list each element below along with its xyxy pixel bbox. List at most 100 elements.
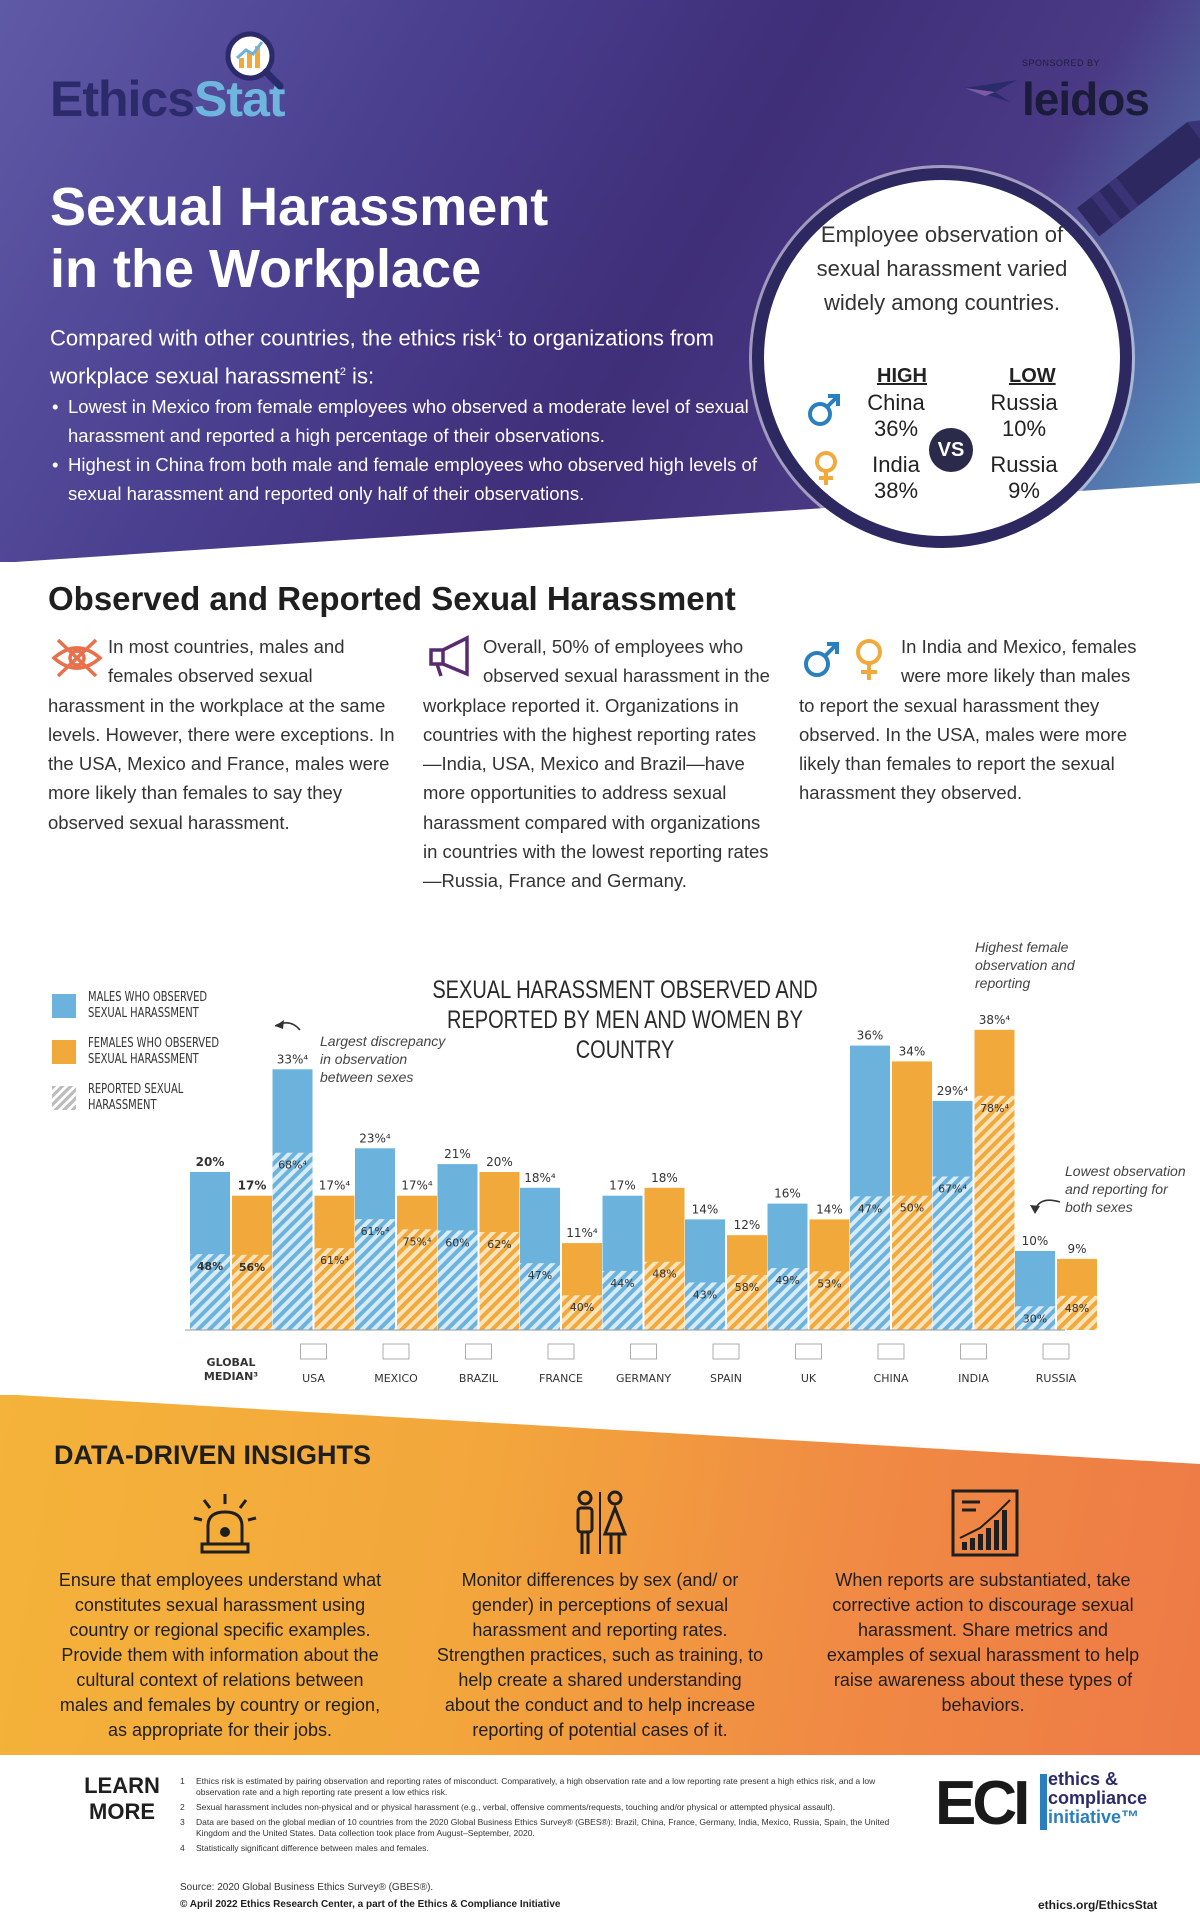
eci-logo-mark[interactable]: ECI — [935, 1769, 1030, 1838]
ethicsstat-logo[interactable]: EthicsStat — [50, 70, 286, 128]
bar-male-reported — [437, 1230, 478, 1330]
source-line: Source: 2020 Global Business Ethics Surv… — [180, 1882, 434, 1893]
label-female-reported: 50% — [900, 1202, 924, 1215]
label-male-reported: 49% — [775, 1274, 799, 1287]
country-flag-icon — [465, 1343, 492, 1360]
label-female-observed: 20% — [486, 1155, 513, 1169]
male-symbol-icon — [808, 394, 840, 426]
leidos-logo[interactable]: leidos — [1022, 73, 1150, 125]
bar-male-reported — [850, 1196, 890, 1330]
label-male-reported: 68%⁴ — [278, 1159, 307, 1172]
label-female-reported: 40% — [570, 1301, 594, 1314]
label-female-observed: 34% — [899, 1044, 926, 1058]
bullet-china: Highest in China from both male and fema… — [50, 450, 770, 508]
bar-female-reported — [727, 1275, 767, 1330]
chart-title: SEXUAL HARASSMENT OBSERVED AND REPORTED … — [432, 976, 818, 1064]
label-male-observed: 20% — [196, 1155, 225, 1169]
country-flag-icon — [630, 1343, 657, 1360]
label-female-reported: 78%⁴ — [980, 1102, 1009, 1115]
copyright-line: © April 2022 Ethics Research Center, a p… — [180, 1899, 561, 1910]
male-low: Russia 10% — [990, 390, 1058, 441]
megaphone-icon — [429, 635, 469, 677]
label-male-observed: 16% — [774, 1187, 801, 1201]
rising-chart-icon — [951, 1489, 1019, 1557]
category-label: MEXICO — [374, 1372, 418, 1385]
eci-logo-text[interactable]: ethics & compliance initiative™ — [1048, 1769, 1148, 1827]
bar-male-reported — [272, 1152, 313, 1330]
label-male-reported: 47% — [858, 1202, 882, 1215]
label-male-reported: 60% — [445, 1236, 469, 1249]
male-high: China 36% — [867, 390, 925, 441]
footnote-2: 2 Sexual harassment includes non-physical… — [180, 1802, 836, 1812]
bar-female-reported — [562, 1295, 602, 1330]
legend-swatch-males — [52, 994, 76, 1018]
category-label: BRAZIL — [459, 1372, 499, 1385]
eye-icon — [51, 638, 103, 678]
label-male-observed: 33%⁴ — [277, 1052, 309, 1066]
high-label: HIGH — [877, 365, 927, 387]
paragraph-sex-differences: In India and Mexico, females were more l… — [799, 632, 1149, 808]
male-female-icon — [804, 639, 882, 680]
country-flag-icon — [712, 1343, 740, 1360]
label-male-observed: 36% — [857, 1029, 884, 1043]
label-male-observed: 14% — [692, 1202, 719, 1216]
intro-bullets: Lowest in Mexico from female employees w… — [50, 392, 770, 508]
label-female-observed: 17% — [238, 1179, 267, 1193]
learn-more-label[interactable]: LEARN MORE — [84, 1773, 160, 1824]
insight-2: Monitor differences by sex (and/ or gend… — [436, 1570, 764, 1740]
country-flag-icon — [547, 1343, 575, 1360]
label-male-reported: 43% — [693, 1288, 717, 1301]
ethics-url-link[interactable]: ethics.org/EthicsStat — [1038, 1898, 1158, 1912]
label-female-reported: 75%⁴ — [403, 1235, 432, 1248]
label-female-observed: 12% — [734, 1218, 761, 1232]
label-male-observed: 17% — [609, 1179, 636, 1193]
observation-callout: Employee observation of sexual harassmen… — [752, 168, 1132, 548]
country-flag-icon — [877, 1343, 905, 1360]
paragraph-reporting: Overall, 50% of employees who observed s… — [423, 632, 773, 896]
female-high: India 38% — [872, 452, 920, 503]
bar-female-reported — [314, 1248, 355, 1330]
logo-part1: Ethics — [50, 71, 195, 127]
category-label: INDIA — [958, 1372, 989, 1385]
label-male-reported: 67%⁴ — [938, 1183, 967, 1196]
category-label: CHINA — [874, 1372, 909, 1385]
callout-text: Employee observation of sexual harassmen… — [816, 222, 1068, 315]
bar-female-reported — [397, 1229, 437, 1330]
bar-male-reported — [767, 1268, 808, 1330]
category-label: RUSSIA — [1036, 1372, 1077, 1385]
bar-male-reported — [355, 1219, 395, 1330]
bar-male-reported — [602, 1270, 643, 1330]
country-flag-icon — [960, 1343, 987, 1360]
label-female-observed: 38%⁴ — [979, 1013, 1011, 1027]
label-male-observed: 21% — [444, 1147, 471, 1161]
footnote-3: 3 Data are based on the global median of … — [180, 1817, 890, 1838]
label-male-observed: 29%⁴ — [937, 1084, 969, 1098]
paragraph-observation: In most countries, males and females obs… — [48, 632, 398, 837]
bullet-mexico: Lowest in Mexico from female employees w… — [50, 392, 770, 450]
bar-male-reported — [190, 1254, 230, 1330]
label-female-observed: 17%⁴ — [319, 1179, 351, 1193]
bar-male-reported — [932, 1176, 973, 1330]
annotation-lowest: Lowest observation and reporting for bot… — [1065, 1163, 1186, 1215]
country-flag-icon — [795, 1343, 822, 1360]
label-female-reported: 62% — [487, 1238, 511, 1251]
label-female-reported: 58% — [735, 1281, 759, 1294]
bar-female-reported — [892, 1195, 932, 1330]
category-label: SPAIN — [710, 1372, 742, 1385]
label-male-observed: 18%⁴ — [524, 1171, 556, 1185]
category-label: UK — [801, 1372, 817, 1385]
label-female-observed: 17%⁴ — [401, 1179, 433, 1193]
leidos-swoosh-icon — [965, 80, 1017, 102]
label-female-observed: 14% — [816, 1202, 843, 1216]
label-female-observed: 11%⁴ — [566, 1226, 598, 1240]
country-flag-icon — [1042, 1343, 1070, 1360]
label-male-reported: 61%⁴ — [361, 1225, 390, 1238]
label-male-observed: 10% — [1022, 1234, 1049, 1248]
insight-1: Ensure that employees understand what co… — [58, 1570, 382, 1740]
bar-female-reported — [232, 1254, 272, 1330]
category-label: GLOBAL MEDIAN³ — [204, 1356, 258, 1383]
eci-logo-bar — [1040, 1774, 1047, 1830]
section-title-observed: Observed and Reported Sexual Harassment — [48, 580, 736, 617]
footnotes: 1 Ethics risk is estimated by pairing obs… — [180, 1776, 900, 1858]
label-female-observed: 9% — [1067, 1242, 1086, 1256]
